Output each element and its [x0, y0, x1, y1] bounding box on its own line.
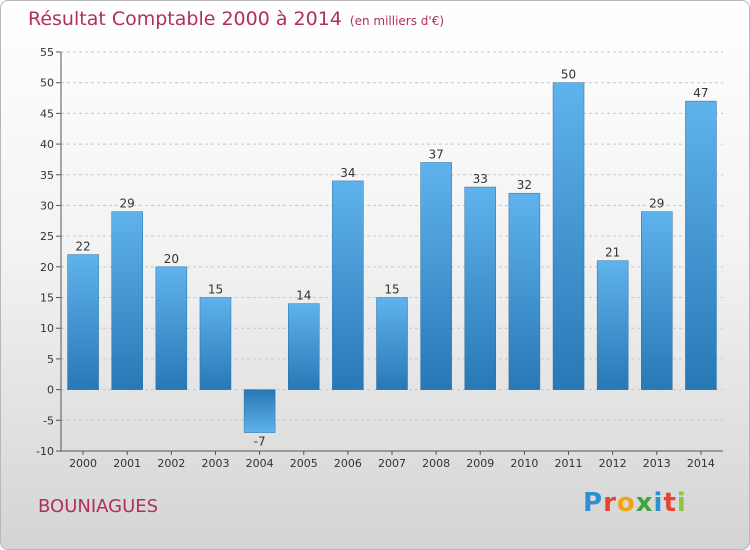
x-tick-label: 2009 — [466, 457, 494, 470]
bar — [287, 303, 320, 390]
y-tick-label: -10 — [36, 445, 54, 458]
y-tick-label: 50 — [40, 77, 54, 90]
bar — [67, 254, 99, 390]
bar — [376, 297, 408, 390]
data-label: 20 — [164, 252, 179, 266]
y-tick-label: -5 — [43, 414, 54, 427]
logo-letter: i — [653, 488, 664, 518]
y-tick-label: 55 — [40, 46, 54, 59]
bar — [155, 266, 188, 390]
y-tick-label: 30 — [40, 199, 54, 212]
bar — [641, 211, 673, 390]
data-label: 22 — [75, 240, 90, 254]
data-label: 21 — [605, 246, 620, 260]
data-label: 14 — [296, 289, 311, 303]
y-tick-label: 25 — [40, 230, 54, 243]
x-tick-label: 2008 — [422, 457, 450, 470]
x-tick-label: 2001 — [113, 457, 141, 470]
logo-letter: P — [583, 488, 604, 518]
x-tick-label: 2005 — [290, 457, 318, 470]
grid-layer — [56, 51, 723, 455]
x-tick-label: 2004 — [246, 457, 274, 470]
chart-subtitle: (en milliers d'€) — [349, 14, 445, 28]
bar — [111, 211, 143, 390]
data-label: 47 — [693, 86, 708, 100]
x-tick-label: 2007 — [378, 457, 406, 470]
data-label: 37 — [428, 147, 443, 161]
commune-name: BOUNIAGUES — [38, 496, 159, 517]
x-tick-label: 2006 — [334, 457, 362, 470]
logo-letter: i — [676, 488, 687, 518]
bar — [332, 180, 364, 390]
x-tick-label: 2013 — [643, 457, 671, 470]
proxiti-logo: Proxiti — [583, 488, 687, 518]
logo-letter: o — [616, 488, 636, 518]
data-label: 15 — [208, 283, 223, 297]
y-tick-label: 45 — [40, 107, 54, 120]
x-tick-label: 2003 — [201, 457, 229, 470]
bar — [199, 297, 232, 390]
y-tick-label: 35 — [40, 169, 54, 182]
data-label: 32 — [517, 178, 532, 192]
data-label: 29 — [649, 197, 664, 211]
bar — [420, 162, 452, 390]
x-tick-label: 2002 — [157, 457, 185, 470]
x-tick-label: 2011 — [555, 457, 583, 470]
x-tick-label: 2012 — [599, 457, 627, 470]
data-label: 33 — [473, 172, 488, 186]
y-tick-label: 10 — [40, 322, 54, 335]
bar — [596, 260, 629, 390]
chart-title-text: Résultat Comptable 2000 à 2014 — [28, 8, 342, 30]
data-label: 50 — [561, 68, 576, 82]
logo-letter: r — [603, 488, 617, 518]
x-tick-label: 2014 — [687, 457, 715, 470]
bar — [464, 186, 497, 390]
x-tick-label: 2010 — [510, 457, 538, 470]
bar — [685, 100, 717, 390]
bars-layer — [67, 82, 717, 433]
bar — [508, 192, 541, 390]
labels-layer: -10 -5 0 5 10 15 20 25 30 35 40 45 50 55 22 2000 29 2001 2… — [36, 46, 715, 470]
bar — [243, 389, 276, 433]
chart-title: Résultat Comptable 2000 à 2014 (en millie… — [28, 8, 444, 30]
y-tick-label: 15 — [40, 292, 54, 305]
data-label: 29 — [120, 197, 135, 211]
logo-letter: x — [635, 488, 654, 518]
data-label: 34 — [340, 166, 355, 180]
y-tick-label: 40 — [40, 138, 54, 151]
y-tick-label: 5 — [47, 353, 54, 366]
data-label: 15 — [384, 283, 399, 297]
x-tick-label: 2000 — [69, 457, 97, 470]
y-tick-label: 20 — [40, 261, 54, 274]
y-tick-label: 0 — [47, 384, 54, 397]
bar — [552, 82, 585, 390]
data-label: -7 — [254, 435, 266, 449]
logo-letter: t — [663, 488, 677, 518]
